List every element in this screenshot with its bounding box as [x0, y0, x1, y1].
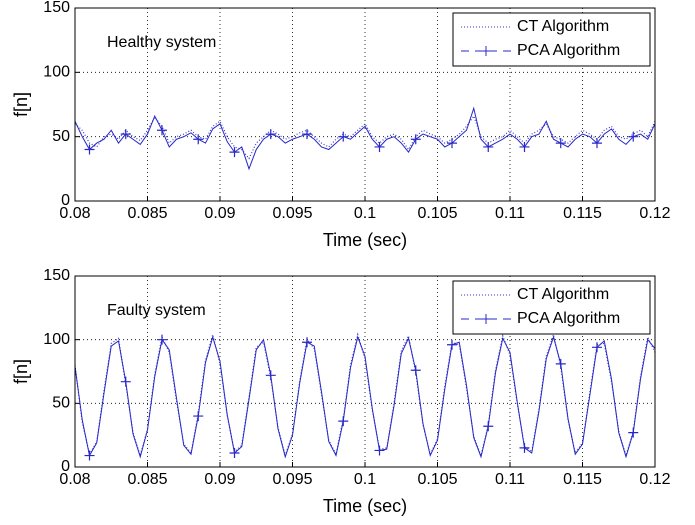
y-tick-label: 100	[43, 64, 70, 81]
y-tick-label: 100	[43, 331, 70, 348]
x-tick-label: 0.085	[127, 205, 167, 222]
y-axis-label: f[n]	[11, 92, 31, 117]
x-tick-label: 0.105	[417, 471, 457, 488]
marker	[519, 442, 530, 453]
marker	[592, 138, 602, 149]
x-tick-label: 0.1	[354, 471, 376, 488]
x-tick-label: 0.1	[354, 205, 376, 222]
marker	[628, 131, 639, 142]
marker	[374, 445, 385, 456]
x-tick-label: 0.115	[563, 205, 602, 222]
marker	[410, 365, 421, 376]
axes-frame	[74, 7, 656, 202]
y-axis-label: f[n]	[11, 359, 31, 384]
marker	[555, 138, 566, 149]
marker	[265, 370, 276, 381]
marker	[84, 450, 95, 461]
legend-label: CT Algorithm	[517, 18, 609, 35]
y-tick-label: 0	[61, 458, 70, 475]
x-tick-label: 0.08	[59, 471, 90, 488]
marker	[483, 421, 494, 432]
marker	[302, 337, 312, 348]
marker	[157, 334, 167, 345]
marker	[374, 141, 385, 152]
marker	[447, 339, 457, 350]
x-tick-label: 0.095	[272, 205, 312, 222]
marker	[157, 125, 167, 136]
legend-label: CT Algorithm	[517, 286, 609, 303]
x-tick-label: 0.095	[272, 471, 312, 488]
marker	[338, 131, 349, 142]
axes-frame	[74, 275, 656, 468]
marker	[592, 342, 602, 353]
marker	[229, 147, 240, 158]
annotation: Healthy system	[107, 34, 216, 51]
marker	[447, 138, 457, 149]
y-tick-label: 50	[52, 128, 70, 145]
x-tick-label: 0.11	[495, 205, 525, 222]
marker	[410, 134, 421, 145]
x-tick-label: 0.105	[417, 205, 457, 222]
marker	[555, 358, 566, 369]
x-tick-label: 0.12	[639, 471, 670, 488]
x-tick-label: 0.115	[563, 471, 602, 488]
series-line	[74, 106, 656, 171]
legend-marker	[481, 46, 491, 56]
legend-label: PCA Algorithm	[517, 310, 620, 327]
x-tick-label: 0.12	[639, 205, 670, 222]
marker	[120, 376, 131, 387]
x-tick-label: 0.09	[204, 205, 235, 222]
marker	[628, 427, 639, 438]
marker	[302, 129, 312, 140]
x-tick-label: 0.08	[59, 205, 90, 222]
series-line	[74, 335, 656, 459]
legend-marker	[481, 314, 491, 324]
y-tick-label: 150	[43, 0, 70, 16]
marker	[120, 129, 131, 140]
legend-box	[452, 280, 651, 335]
x-tick-label: 0.085	[127, 471, 167, 488]
annotation: Faulty system	[107, 302, 206, 319]
marker	[84, 144, 95, 155]
x-axis-label: Time (sec)	[323, 230, 407, 250]
marker	[193, 134, 204, 145]
x-axis-label: Time (sec)	[323, 496, 407, 516]
y-tick-label: 0	[61, 192, 70, 209]
marker	[338, 416, 349, 427]
legend-label: PCA Algorithm	[517, 42, 620, 59]
marker	[519, 141, 530, 152]
marker	[265, 129, 276, 140]
marker	[229, 447, 240, 458]
x-tick-label: 0.09	[204, 471, 235, 488]
y-tick-label: 50	[52, 395, 70, 412]
y-tick-label: 150	[43, 267, 70, 284]
legend-box	[452, 12, 651, 67]
x-tick-label: 0.11	[495, 471, 525, 488]
marker	[483, 141, 494, 152]
marker	[193, 411, 204, 422]
